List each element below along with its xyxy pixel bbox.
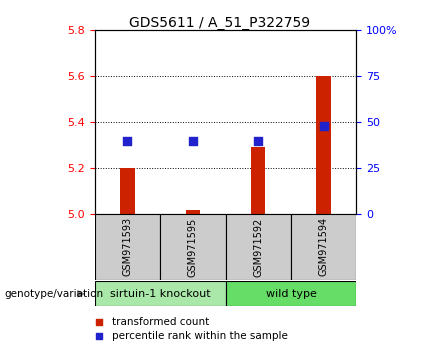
Text: genotype/variation: genotype/variation	[4, 289, 103, 299]
Point	[189, 138, 196, 143]
Bar	[160, 214, 225, 280]
Text: wild type: wild type	[265, 289, 316, 299]
Bar	[95, 214, 160, 280]
Bar	[226, 214, 291, 280]
Text: GSM971594: GSM971594	[319, 217, 329, 276]
Text: GDS5611 / A_51_P322759: GDS5611 / A_51_P322759	[129, 16, 311, 30]
Bar	[291, 214, 356, 280]
Point	[320, 123, 327, 129]
Text: GSM971592: GSM971592	[253, 217, 263, 276]
Text: percentile rank within the sample: percentile rank within the sample	[112, 331, 288, 341]
Bar	[251, 147, 265, 214]
Text: transformed count: transformed count	[112, 317, 209, 327]
Text: sirtuin-1 knockout: sirtuin-1 knockout	[110, 289, 210, 299]
Bar	[226, 281, 356, 306]
Text: GSM971595: GSM971595	[188, 217, 198, 276]
Point	[95, 319, 103, 325]
Bar	[186, 210, 200, 214]
Text: GSM971593: GSM971593	[122, 217, 132, 276]
Bar	[120, 168, 135, 214]
Bar	[95, 281, 226, 306]
Point	[255, 138, 262, 143]
Point	[95, 333, 103, 339]
Point	[124, 138, 131, 143]
Bar	[316, 76, 331, 214]
